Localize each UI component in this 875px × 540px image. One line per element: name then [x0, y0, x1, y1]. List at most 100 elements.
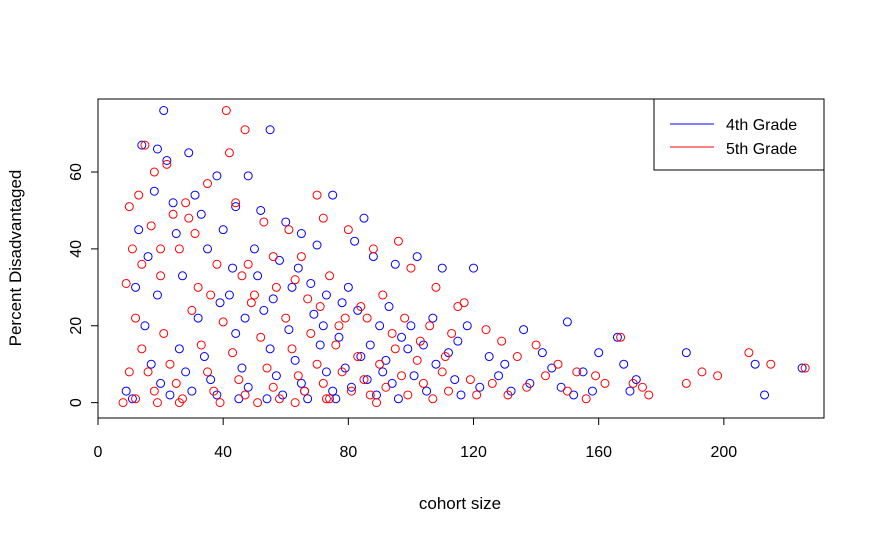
data-points — [118, 106, 810, 408]
data-point — [287, 344, 297, 354]
data-point — [146, 221, 156, 231]
data-point — [625, 386, 635, 396]
data-point — [215, 398, 225, 408]
data-point — [318, 378, 328, 388]
data-point — [159, 328, 169, 338]
data-point — [522, 382, 532, 392]
data-point — [503, 390, 513, 400]
data-point — [265, 344, 275, 354]
data-point — [177, 271, 187, 281]
data-point — [428, 313, 438, 323]
data-point — [228, 348, 238, 358]
data-point — [800, 363, 810, 373]
data-point — [318, 213, 328, 223]
data-point — [281, 217, 291, 227]
data-point — [231, 198, 241, 208]
data-point — [193, 313, 203, 323]
data-point — [512, 352, 522, 362]
data-point — [681, 378, 691, 388]
data-point — [243, 382, 253, 392]
data-point — [224, 148, 234, 158]
data-point — [293, 371, 303, 381]
data-point — [362, 375, 372, 385]
data-point — [156, 271, 166, 281]
data-point — [431, 359, 441, 369]
data-point — [146, 359, 156, 369]
data-point — [312, 359, 322, 369]
data-point — [203, 367, 213, 377]
data-point — [400, 313, 410, 323]
data-point — [262, 394, 272, 404]
data-point — [750, 359, 760, 369]
data-point — [193, 282, 203, 292]
data-point — [271, 282, 281, 292]
data-point — [619, 359, 629, 369]
data-point — [121, 386, 131, 396]
data-point — [218, 317, 228, 327]
legend-box — [653, 98, 825, 171]
data-point — [206, 290, 216, 300]
data-point — [562, 317, 572, 327]
data-point — [328, 190, 338, 200]
data-point — [375, 321, 385, 331]
data-point — [375, 359, 385, 369]
data-point — [143, 367, 153, 377]
data-point — [337, 298, 347, 308]
data-point — [168, 209, 178, 219]
data-point — [296, 252, 306, 262]
data-point — [537, 348, 547, 358]
data-point — [519, 325, 529, 335]
data-point — [346, 386, 356, 396]
data-point — [118, 398, 128, 408]
data-point — [262, 363, 272, 373]
data-point — [681, 348, 691, 358]
data-point — [124, 367, 134, 377]
data-point — [315, 302, 325, 312]
data-point — [321, 394, 331, 404]
data-point — [397, 332, 407, 342]
data-point — [459, 298, 469, 308]
data-point — [412, 252, 422, 262]
data-point — [143, 252, 153, 262]
data-point — [287, 282, 297, 292]
data-point — [259, 217, 269, 227]
data-point — [500, 359, 510, 369]
x-tick-label: 40 — [214, 444, 232, 461]
data-point — [397, 371, 407, 381]
data-point — [378, 367, 388, 377]
data-point — [600, 378, 610, 388]
data-point — [127, 244, 137, 254]
data-point — [165, 359, 175, 369]
data-point — [256, 205, 266, 215]
data-point — [362, 313, 372, 323]
data-point — [228, 263, 238, 273]
data-point — [440, 352, 450, 362]
data-point — [162, 159, 172, 169]
data-point — [697, 367, 707, 377]
x-tick-label: 120 — [460, 444, 487, 461]
data-point — [240, 390, 250, 400]
data-point — [572, 367, 582, 377]
data-point — [453, 336, 463, 346]
data-point — [121, 278, 131, 288]
data-point — [481, 325, 491, 335]
data-point — [578, 367, 588, 377]
data-point — [212, 171, 222, 181]
data-point — [390, 259, 400, 269]
data-point — [253, 271, 263, 281]
data-point — [372, 398, 382, 408]
y-tick-label: 20 — [68, 317, 85, 335]
data-point — [152, 144, 162, 154]
data-point — [206, 375, 216, 385]
data-point — [321, 367, 331, 377]
data-point — [409, 371, 419, 381]
data-point — [184, 213, 194, 223]
data-point — [346, 382, 356, 392]
data-point — [343, 282, 353, 292]
data-point — [187, 305, 197, 315]
data-point — [612, 332, 622, 342]
data-point — [325, 394, 335, 404]
series-4th-grade — [121, 106, 807, 404]
data-point — [462, 321, 472, 331]
